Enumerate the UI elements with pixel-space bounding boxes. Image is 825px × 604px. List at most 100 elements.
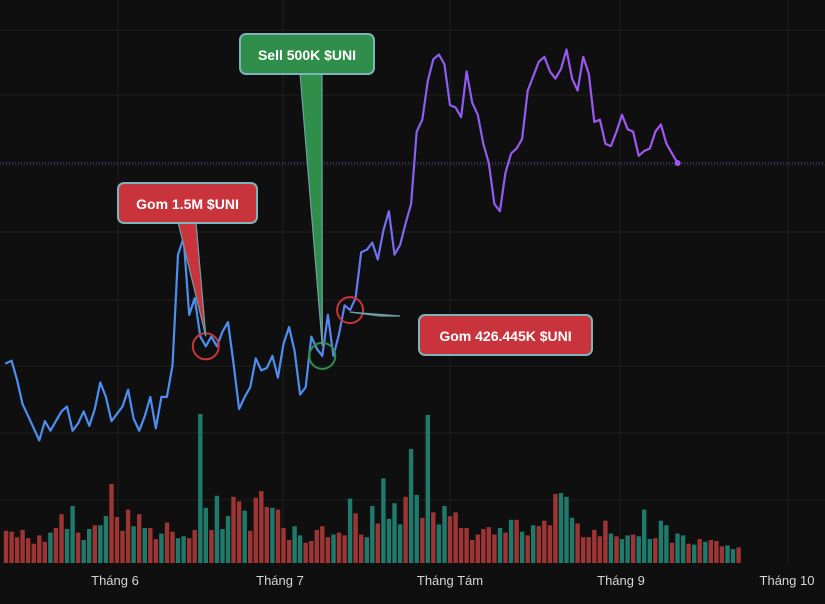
volume-bar [475, 534, 480, 563]
volume-bar [508, 519, 514, 563]
volume-bar [370, 506, 375, 563]
callout-box [418, 314, 593, 356]
volume-bar [120, 530, 125, 563]
callout-gom-1-5m[interactable]: Gom 1.5M $UNI [117, 182, 258, 337]
volume-bar [37, 535, 42, 563]
volume-bar [31, 543, 36, 563]
volume-bar [425, 414, 430, 563]
volume-bar [664, 525, 669, 563]
volume-bar [575, 523, 580, 563]
volume-bar [564, 496, 569, 563]
volume-bar [514, 519, 519, 563]
volume-bar [353, 513, 358, 563]
volume-bar [286, 540, 292, 563]
volume-bar [59, 514, 64, 563]
volume-bar [242, 510, 247, 563]
volume-bar [181, 536, 186, 563]
volume-bar [320, 526, 325, 563]
volume-bar [486, 527, 491, 563]
buy-marker [336, 296, 365, 325]
x-tick-label: Tháng 10 [760, 573, 815, 588]
x-tick-label: Tháng 7 [256, 573, 304, 588]
volume-bar [3, 530, 9, 563]
volume-bar [736, 547, 741, 563]
volume-bar [614, 536, 619, 563]
volume-bar [53, 528, 59, 563]
volume-bar [519, 531, 525, 563]
volume-bar [175, 538, 181, 563]
volume-bar [275, 509, 281, 563]
volume-bar [397, 524, 403, 563]
volume-bar [203, 507, 208, 563]
volume-bar [619, 539, 625, 563]
volume-bar [259, 491, 264, 563]
volume-bar [14, 537, 20, 563]
volume-bar [586, 537, 591, 563]
volume-bars [3, 414, 741, 563]
x-tick-label: Tháng 6 [91, 573, 139, 588]
volume-bar [403, 496, 408, 563]
volume-bar [492, 534, 497, 563]
volume-bar [236, 501, 242, 563]
volume-bar [597, 536, 602, 563]
volume-bar [725, 545, 730, 563]
volume-bar [553, 494, 558, 563]
callout-label: Gom 426.445K $UNI [439, 328, 571, 344]
volume-bar [436, 524, 442, 563]
volume-bar [9, 531, 14, 563]
volume-bar [103, 516, 109, 563]
volume-bar [153, 539, 159, 563]
volume-bar [470, 540, 475, 563]
callout-box [117, 182, 258, 224]
volume-bar [381, 478, 386, 563]
volume-bar [547, 525, 553, 563]
volume-bar [669, 542, 675, 563]
callout-box [239, 33, 375, 75]
volume-bar [159, 533, 164, 563]
volume-bar [503, 532, 508, 563]
volume-bar [558, 493, 564, 563]
volume-bar [714, 540, 719, 563]
volume-bar [309, 540, 314, 563]
volume-bar [719, 546, 725, 563]
volume-bar [675, 533, 680, 563]
volume-bar [142, 528, 147, 563]
volume-bar [198, 414, 203, 563]
volume-bar [686, 543, 691, 563]
volume-bar [264, 506, 269, 563]
volume-bar [408, 448, 414, 563]
x-tick-label: Tháng Tám [417, 573, 483, 588]
volume-bar [603, 520, 608, 563]
volume-bar [497, 528, 503, 563]
volume-bar [708, 540, 713, 563]
volume-bar [364, 537, 369, 563]
x-axis: Tháng 6 Tháng 7 Tháng Tám Tháng 9 Tháng 10 [91, 573, 814, 588]
volume-bar [26, 538, 31, 563]
chart-grid [0, 0, 825, 563]
volume-bar [392, 503, 397, 563]
volume-bar [542, 520, 547, 563]
volume-bar [20, 529, 25, 563]
callout-sell-500k[interactable]: Sell 500K $UNI [239, 33, 375, 346]
volume-bar [581, 537, 586, 563]
volume-bar [131, 526, 136, 563]
volume-bar [48, 532, 53, 563]
volume-bar [531, 525, 536, 563]
volume-bar [414, 494, 419, 563]
volume-bar [98, 525, 103, 563]
volume-bar [442, 506, 447, 563]
callout-gom-426k[interactable]: Gom 426.445K $UNI [350, 311, 593, 356]
volume-bar [231, 496, 236, 563]
x-tick-label: Tháng 9 [597, 573, 645, 588]
volume-bar [536, 526, 541, 563]
volume-bar [697, 539, 702, 563]
volume-bar [214, 495, 220, 563]
volume-bar [281, 528, 286, 563]
volume-bar [608, 533, 614, 563]
volume-bar [209, 529, 214, 563]
volume-bar [114, 517, 120, 563]
volume-bar [297, 535, 303, 563]
volume-bar [292, 526, 297, 563]
volume-bar [342, 535, 347, 563]
